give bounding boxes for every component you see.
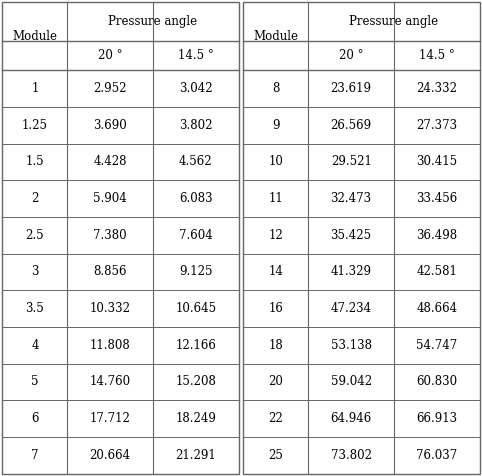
- Text: 2: 2: [31, 192, 39, 205]
- Text: 64.946: 64.946: [331, 412, 372, 425]
- Text: 23.619: 23.619: [331, 82, 372, 95]
- Text: 1.5: 1.5: [26, 156, 44, 169]
- Text: 1: 1: [31, 82, 39, 95]
- Text: 10.332: 10.332: [90, 302, 131, 315]
- Text: 11: 11: [268, 192, 283, 205]
- Text: 7: 7: [31, 449, 39, 462]
- Text: 5.904: 5.904: [94, 192, 127, 205]
- Text: 29.521: 29.521: [331, 156, 372, 169]
- Text: 24.332: 24.332: [416, 82, 457, 95]
- Text: 3.690: 3.690: [94, 119, 127, 132]
- Text: 9.125: 9.125: [179, 266, 213, 278]
- Text: 4.562: 4.562: [179, 156, 213, 169]
- Text: 12: 12: [268, 229, 283, 242]
- Text: 27.373: 27.373: [416, 119, 457, 132]
- Text: 3: 3: [31, 266, 39, 278]
- Text: 14: 14: [268, 266, 283, 278]
- Text: 3.802: 3.802: [179, 119, 213, 132]
- Text: Pressure angle: Pressure angle: [108, 15, 198, 28]
- Text: 18.249: 18.249: [175, 412, 216, 425]
- Text: 73.802: 73.802: [331, 449, 372, 462]
- Text: 42.581: 42.581: [416, 266, 457, 278]
- Text: 14.5 °: 14.5 °: [419, 49, 455, 62]
- Text: 3.042: 3.042: [179, 82, 213, 95]
- Text: 9: 9: [272, 119, 280, 132]
- Text: 3.5: 3.5: [26, 302, 44, 315]
- Text: 2.5: 2.5: [26, 229, 44, 242]
- Text: 30.415: 30.415: [416, 156, 457, 169]
- Text: 53.138: 53.138: [331, 339, 372, 352]
- Text: 20 °: 20 °: [98, 49, 122, 62]
- Text: 22: 22: [268, 412, 283, 425]
- Text: 4: 4: [31, 339, 39, 352]
- Text: 8: 8: [272, 82, 280, 95]
- Text: 14.5 °: 14.5 °: [178, 49, 214, 62]
- Text: 20.664: 20.664: [90, 449, 131, 462]
- Text: 41.329: 41.329: [331, 266, 372, 278]
- Text: 59.042: 59.042: [331, 376, 372, 388]
- Text: 10: 10: [268, 156, 283, 169]
- Text: 18: 18: [268, 339, 283, 352]
- Text: 7.604: 7.604: [179, 229, 213, 242]
- Text: 36.498: 36.498: [416, 229, 457, 242]
- Text: 66.913: 66.913: [416, 412, 457, 425]
- Text: 32.473: 32.473: [331, 192, 372, 205]
- Text: 14.760: 14.760: [90, 376, 131, 388]
- Text: 54.747: 54.747: [416, 339, 457, 352]
- Text: 20 °: 20 °: [339, 49, 363, 62]
- Text: 76.037: 76.037: [416, 449, 457, 462]
- Text: 7.380: 7.380: [94, 229, 127, 242]
- Text: 6.083: 6.083: [179, 192, 213, 205]
- Text: Module: Module: [254, 30, 298, 43]
- Text: 26.569: 26.569: [331, 119, 372, 132]
- Text: 48.664: 48.664: [416, 302, 457, 315]
- Text: 15.208: 15.208: [175, 376, 216, 388]
- Text: 21.291: 21.291: [175, 449, 216, 462]
- Text: 33.456: 33.456: [416, 192, 457, 205]
- Text: Pressure angle: Pressure angle: [349, 15, 439, 28]
- Text: 6: 6: [31, 412, 39, 425]
- Text: 8.856: 8.856: [94, 266, 127, 278]
- Text: 60.830: 60.830: [416, 376, 457, 388]
- Text: 12.166: 12.166: [175, 339, 216, 352]
- Text: Module: Module: [13, 30, 57, 43]
- Text: 4.428: 4.428: [94, 156, 127, 169]
- Text: 17.712: 17.712: [90, 412, 131, 425]
- Text: 35.425: 35.425: [331, 229, 372, 242]
- Text: 10.645: 10.645: [175, 302, 216, 315]
- Text: 47.234: 47.234: [331, 302, 372, 315]
- Text: 16: 16: [268, 302, 283, 315]
- Text: 1.25: 1.25: [22, 119, 48, 132]
- Bar: [243, 2, 480, 474]
- Text: 25: 25: [268, 449, 283, 462]
- Text: 11.808: 11.808: [90, 339, 131, 352]
- Bar: [2, 2, 239, 474]
- Text: 5: 5: [31, 376, 39, 388]
- Text: 20: 20: [268, 376, 283, 388]
- Text: 2.952: 2.952: [94, 82, 127, 95]
